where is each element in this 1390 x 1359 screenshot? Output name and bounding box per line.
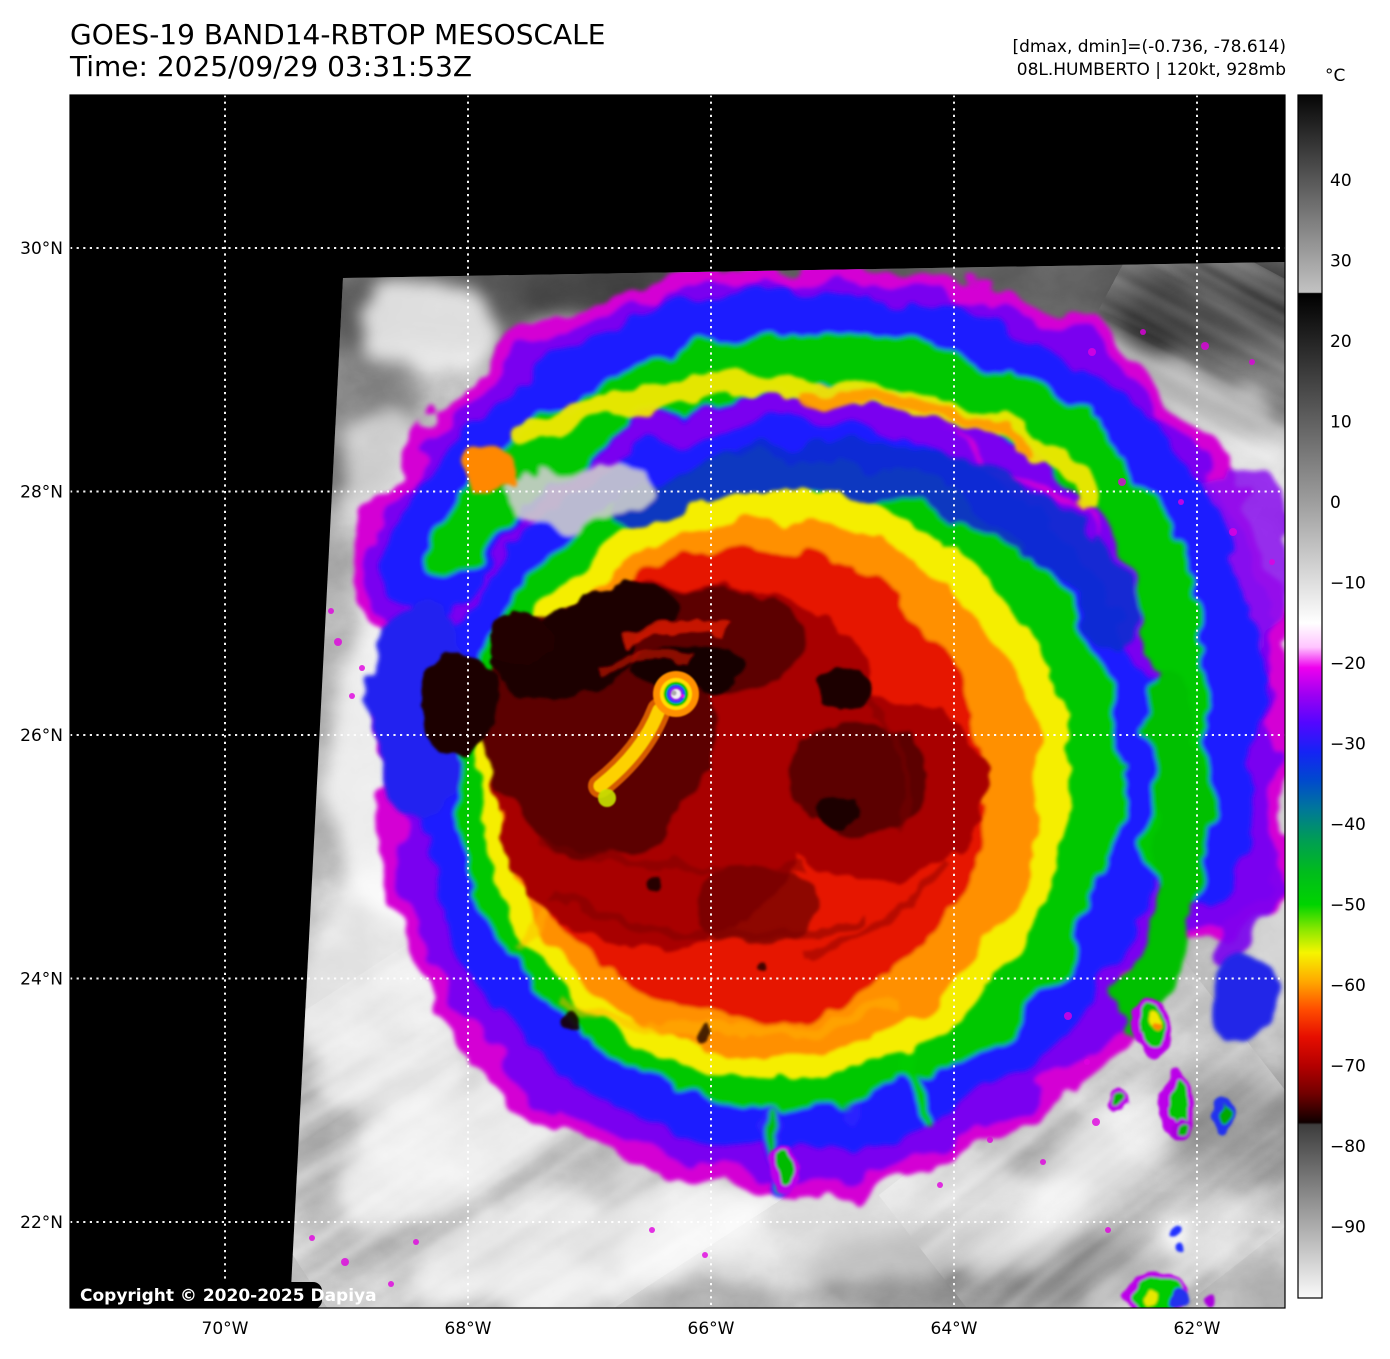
- lat-label: 26°N: [20, 726, 63, 746]
- colorbar-tick: 20: [1330, 332, 1352, 352]
- colorbar-tick: −20: [1330, 654, 1366, 674]
- axis-labels: 30°N 28°N 26°N 24°N 22°N 70°W 68°W 66°W …: [20, 239, 1221, 1339]
- colorbar-tick: −30: [1330, 735, 1366, 755]
- lat-label: 30°N: [20, 239, 63, 259]
- colorbar-tick: −10: [1330, 574, 1366, 594]
- colorbar-bar: [1297, 94, 1323, 1299]
- copyright-badge: Copyright © 2020-2025 Dapiya: [70, 1282, 377, 1308]
- colorbar-tick: −50: [1330, 896, 1366, 916]
- map-panel: Copyright © 2020-2025 Dapiya: [70, 95, 1285, 1308]
- colorbar-tick: 40: [1330, 171, 1352, 191]
- storm-info: 08L.HUMBERTO | 120kt, 928mb: [1017, 60, 1286, 80]
- copyright-badge-bg: [70, 1282, 322, 1308]
- colorbar-tick: 0: [1330, 493, 1341, 513]
- lat-label: 24°N: [20, 970, 63, 990]
- copyright-text: Copyright © 2020-2025 Dapiya: [80, 1286, 377, 1306]
- colorbar-tick: −70: [1330, 1057, 1366, 1077]
- colorbar-tick: −80: [1330, 1137, 1366, 1157]
- lon-label: 66°W: [688, 1319, 735, 1339]
- lat-label: 22°N: [20, 1213, 63, 1233]
- colorbar-tick: −40: [1330, 815, 1366, 835]
- map-frame: [69, 94, 1286, 1309]
- convective-cells: [770, 998, 1232, 1308]
- hurricane: [347, 262, 1285, 1204]
- lon-label: 70°W: [202, 1319, 249, 1339]
- range-info: [dmax, dmin]=(-0.736, -78.614): [1013, 37, 1287, 57]
- hurricane-eye: [588, 671, 699, 807]
- colorbar-tick: −60: [1330, 976, 1366, 996]
- colorbar-tick: −90: [1330, 1218, 1366, 1238]
- header: GOES-19 BAND14-RBTOP MESOSCALE Time: 202…: [69, 18, 1286, 83]
- lon-label: 62°W: [1174, 1319, 1221, 1339]
- colorbar-tick: 30: [1330, 252, 1352, 272]
- colorbar: °C 40 30 20 10 0 −10 −20 −30 −40 −50 −60…: [1297, 66, 1366, 1299]
- plot-time: Time: 2025/09/29 03:31:53Z: [69, 50, 472, 83]
- hurricane-coldest-tops: [417, 585, 874, 1038]
- graticule: [70, 95, 1285, 1308]
- colorbar-unit: °C: [1325, 66, 1345, 86]
- lon-label: 68°W: [445, 1319, 492, 1339]
- lat-label: 28°N: [20, 483, 63, 503]
- colorbar-tick: 10: [1330, 413, 1352, 433]
- satellite-imagery: [290, 262, 1285, 1308]
- lon-label: 64°W: [931, 1319, 978, 1339]
- colorbar-tick-labels: 40 30 20 10 0 −10 −20 −30 −40 −50 −60 −7…: [1330, 171, 1366, 1238]
- plot-title: GOES-19 BAND14-RBTOP MESOSCALE: [70, 18, 605, 51]
